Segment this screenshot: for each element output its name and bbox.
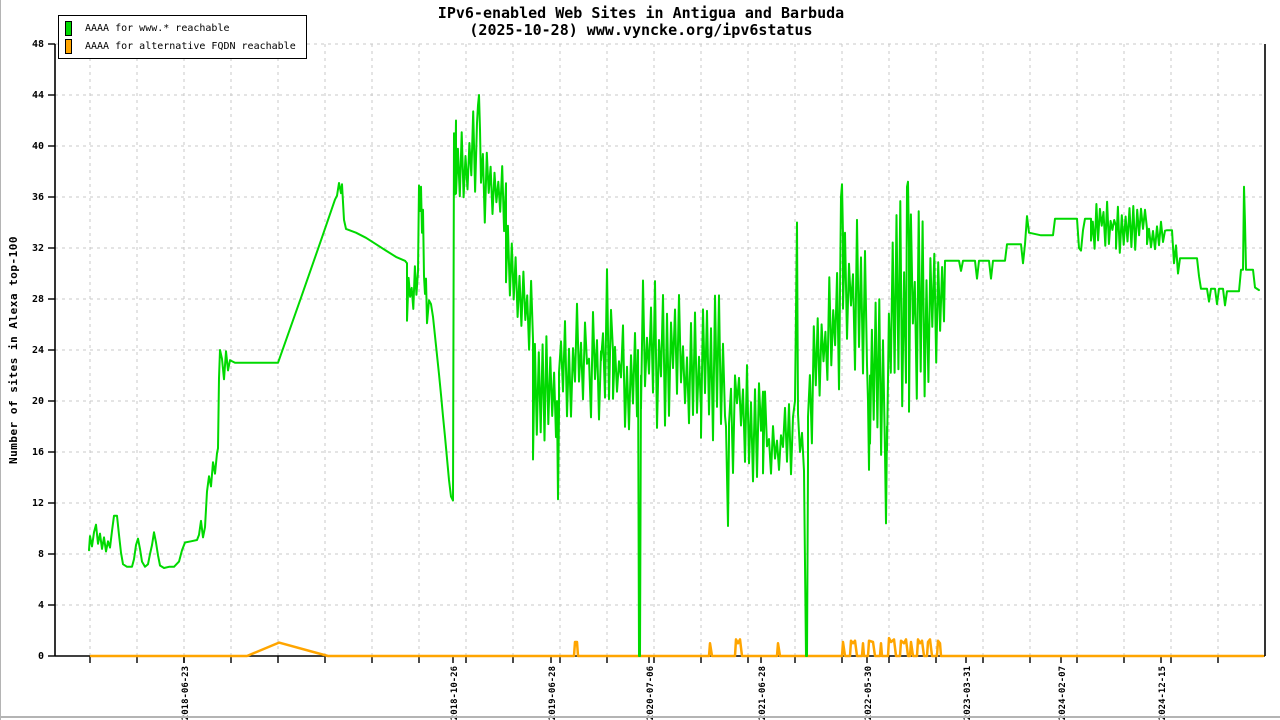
svg-text:32: 32	[32, 243, 44, 254]
svg-text:8: 8	[38, 549, 44, 560]
svg-text:2024-02-07: 2024-02-07	[1058, 666, 1068, 720]
svg-text:2024-12-15: 2024-12-15	[1158, 666, 1168, 720]
svg-text:28: 28	[32, 294, 44, 305]
svg-text:2023-03-31: 2023-03-31	[963, 666, 973, 720]
svg-text:16: 16	[32, 447, 44, 458]
svg-text:36: 36	[32, 192, 44, 203]
legend-swatch-green-icon	[65, 20, 72, 36]
legend: AAAA for www.* reachable AAAA for altern…	[58, 15, 307, 59]
svg-text:20: 20	[32, 396, 44, 407]
y-axis-label: Number of sites in Alexa top-100	[7, 236, 20, 464]
svg-text:2022-05-30: 2022-05-30	[864, 666, 874, 720]
chart-title-block: IPv6-enabled Web Sites in Antigua and Ba…	[1, 5, 1280, 39]
legend-label-fqdn-reachable: AAAA for alternative FQDN reachable	[85, 40, 296, 52]
window-bottom-edge	[1, 716, 1280, 718]
chart-title: IPv6-enabled Web Sites in Antigua and Ba…	[437, 4, 845, 22]
svg-text:12: 12	[32, 498, 44, 509]
svg-text:2021-06-28: 2021-06-28	[758, 666, 768, 720]
svg-text:4: 4	[38, 600, 44, 611]
legend-swatch-orange-icon	[65, 38, 72, 54]
svg-text:24: 24	[32, 345, 44, 356]
svg-text:2020-07-06: 2020-07-06	[646, 666, 656, 720]
legend-label-www-reachable: AAAA for www.* reachable	[85, 22, 230, 34]
legend-item-fqdn-reachable: AAAA for alternative FQDN reachable	[65, 37, 296, 55]
svg-text:40: 40	[32, 141, 44, 152]
legend-item-www-reachable: AAAA for www.* reachable	[65, 19, 296, 37]
svg-text:2019-06-28: 2019-06-28	[548, 666, 558, 720]
svg-text:2018-06-23: 2018-06-23	[181, 666, 191, 720]
svg-text:48: 48	[32, 39, 44, 50]
chart-subtitle: (2025-10-28) www.vyncke.org/ipv6status	[469, 21, 813, 39]
svg-text:2018-10-26: 2018-10-26	[450, 666, 460, 720]
svg-text:44: 44	[32, 90, 44, 101]
svg-text:0: 0	[38, 651, 44, 662]
